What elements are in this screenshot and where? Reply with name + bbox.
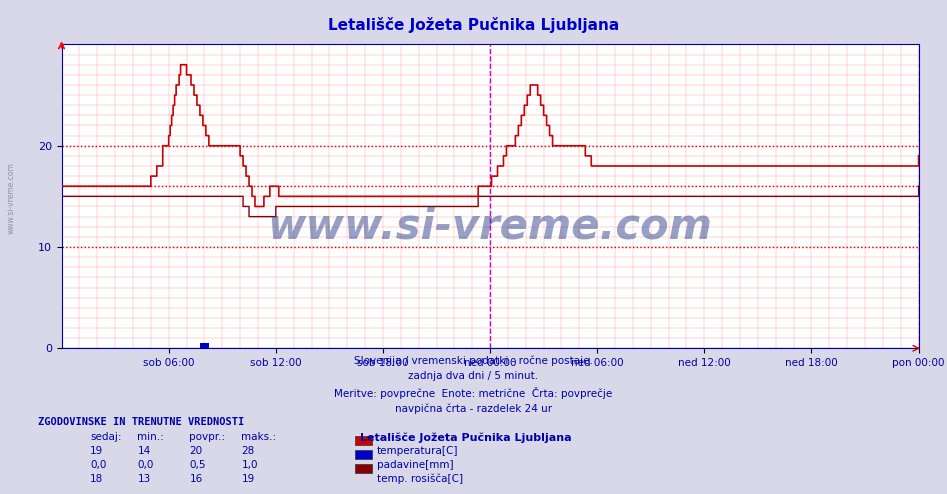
Text: 28: 28 xyxy=(241,446,255,456)
Text: www.si-vreme.com: www.si-vreme.com xyxy=(268,206,712,248)
Text: sedaj:: sedaj: xyxy=(90,432,121,442)
Text: Slovenija / vremenski podatki - ročne postaje.: Slovenija / vremenski podatki - ročne po… xyxy=(354,356,593,366)
Text: zadnja dva dni / 5 minut.: zadnja dva dni / 5 minut. xyxy=(408,371,539,381)
Text: temp. rosišča[C]: temp. rosišča[C] xyxy=(377,474,463,484)
Text: min.:: min.: xyxy=(137,432,164,442)
Text: Letališče Jožeta Pučnika Ljubljana: Letališče Jožeta Pučnika Ljubljana xyxy=(328,17,619,33)
Bar xyxy=(200,343,209,348)
Text: 19: 19 xyxy=(90,446,103,456)
Text: 19: 19 xyxy=(241,474,255,484)
Text: temperatura[C]: temperatura[C] xyxy=(377,446,458,456)
Text: padavine[mm]: padavine[mm] xyxy=(377,460,454,470)
Text: 1,0: 1,0 xyxy=(241,460,258,470)
Text: povpr.:: povpr.: xyxy=(189,432,225,442)
Text: 14: 14 xyxy=(137,446,151,456)
Text: 20: 20 xyxy=(189,446,203,456)
Text: Meritve: povprečne  Enote: metrične  Črta: povprečje: Meritve: povprečne Enote: metrične Črta:… xyxy=(334,387,613,399)
Text: 0,5: 0,5 xyxy=(189,460,205,470)
Text: ZGODOVINSKE IN TRENUTNE VREDNOSTI: ZGODOVINSKE IN TRENUTNE VREDNOSTI xyxy=(38,417,244,427)
Text: Letališče Jožeta Pučnika Ljubljana: Letališče Jožeta Pučnika Ljubljana xyxy=(360,432,571,443)
Text: 0,0: 0,0 xyxy=(137,460,153,470)
Text: 16: 16 xyxy=(189,474,203,484)
Text: 13: 13 xyxy=(137,474,151,484)
Text: navpična črta - razdelek 24 ur: navpična črta - razdelek 24 ur xyxy=(395,403,552,413)
Text: www.si-vreme.com: www.si-vreme.com xyxy=(7,162,16,234)
Text: maks.:: maks.: xyxy=(241,432,277,442)
Text: 18: 18 xyxy=(90,474,103,484)
Text: 0,0: 0,0 xyxy=(90,460,106,470)
